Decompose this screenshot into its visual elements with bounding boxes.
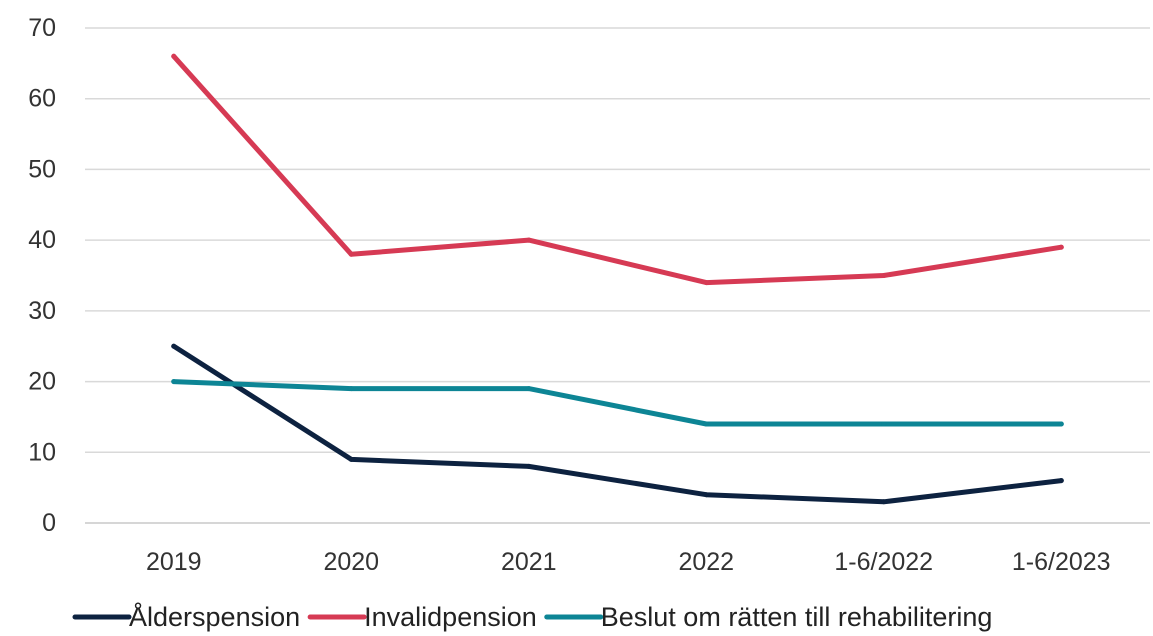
data-point: [171, 343, 177, 349]
data-point: [703, 421, 709, 427]
x-tick-label: 2020: [323, 548, 379, 576]
y-tick-label: 30: [28, 297, 56, 325]
legend: Ålderspension Invalidpension Beslut om rät…: [72, 601, 993, 632]
data-point: [348, 251, 354, 257]
data-point: [881, 273, 887, 278]
series-line-1: [171, 343, 1064, 505]
y-tick-label: 50: [28, 155, 56, 183]
data-point: [703, 492, 709, 498]
series-line-2: [171, 53, 1064, 286]
legend-label: Ålderspension: [129, 601, 300, 632]
data-point: [526, 237, 532, 243]
x-tick-label: 2021: [501, 548, 557, 576]
data-point: [348, 386, 354, 392]
data-point: [171, 379, 177, 385]
x-tick-label: 1-6/2023: [1012, 548, 1111, 576]
y-tick-label: 0: [42, 509, 56, 537]
y-tick-label: 60: [28, 85, 56, 113]
x-axis-labels: 2019 2020 2021 2022 1-6/2022 1-6/2023: [146, 548, 1111, 576]
data-point: [881, 421, 887, 427]
series-line-3: [171, 379, 1064, 427]
y-axis-labels: 0 10 20 30 40 50 60 70: [28, 14, 56, 537]
legend-label: Beslut om rätten till rehabilitering: [601, 602, 993, 632]
x-tick-label: 2019: [146, 548, 202, 576]
data-point: [526, 386, 532, 392]
y-tick-label: 10: [28, 438, 56, 466]
y-tick-label: 20: [28, 368, 56, 396]
data-point: [1058, 244, 1064, 250]
x-tick-label: 2022: [678, 548, 734, 576]
data-point: [1058, 478, 1064, 484]
data-point: [703, 280, 709, 286]
data-point: [526, 463, 532, 469]
gridlines: [85, 27, 1150, 524]
data-point: [881, 499, 887, 505]
y-tick-label: 40: [28, 226, 56, 254]
x-tick-label: 1-6/2022: [834, 548, 933, 576]
data-point: [1058, 421, 1064, 427]
y-tick-label: 70: [28, 14, 56, 42]
legend-label: Invalidpension: [364, 602, 537, 632]
data-point: [348, 456, 354, 462]
data-point: [171, 53, 177, 59]
series-lines: [171, 53, 1064, 505]
